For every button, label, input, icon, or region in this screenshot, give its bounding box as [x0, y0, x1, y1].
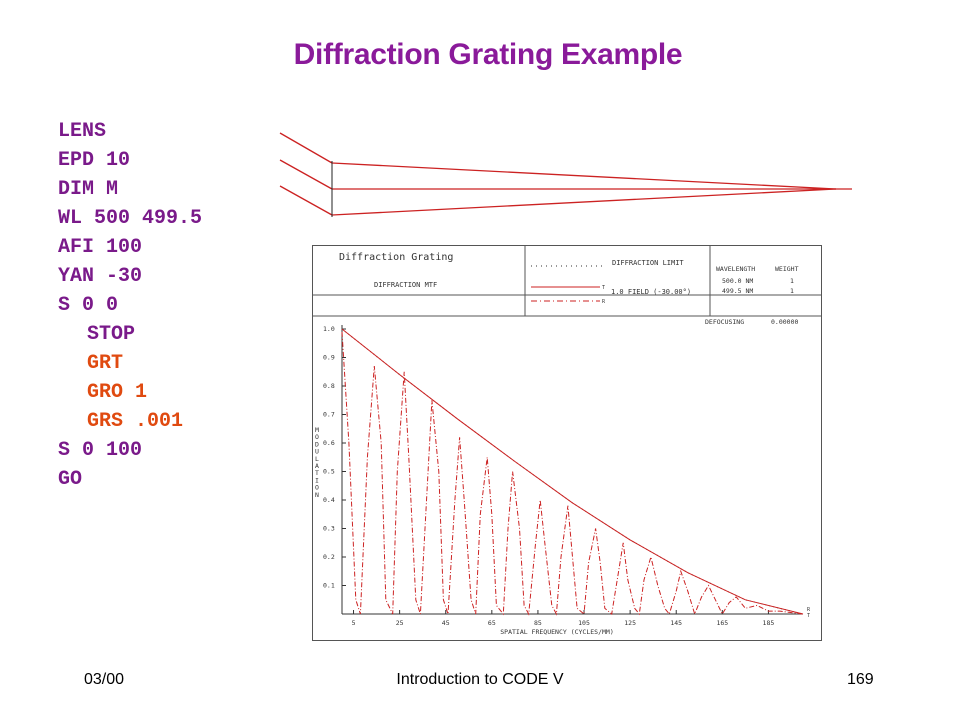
code-line: LENS	[58, 120, 107, 143]
x-tick-label: 105	[578, 619, 590, 627]
mtf-series	[341, 328, 804, 616]
code-line: WL 500 499.5	[58, 207, 203, 230]
y-tick-label: 0.8	[323, 382, 335, 390]
ray-lines	[279, 132, 852, 216]
y-axis-label-char: L	[315, 455, 319, 463]
plot-subtitle: DIFFRACTION MTF	[374, 281, 437, 289]
x-tick-label: 65	[488, 619, 496, 627]
code-line: S 0 100	[58, 439, 143, 462]
y-tick-label: 0.5	[323, 468, 335, 476]
ray-top-outgoing	[331, 162, 837, 190]
y-axis-label-char: O	[315, 433, 319, 441]
y-axis-label-char: A	[315, 462, 319, 470]
defocusing-label: DEFOCUSING	[705, 318, 744, 326]
y-axis-label-char: O	[315, 484, 319, 492]
mtf-plot-frame: Diffraction Grating DIFFRACTION MTF DIFF…	[312, 245, 822, 641]
x-tick-label: 125	[624, 619, 636, 627]
y-axis-label-char: I	[315, 476, 319, 484]
y-axis-label-char: M	[315, 426, 319, 434]
y-tick-label: 0.4	[323, 496, 335, 504]
code-line: STOP	[87, 323, 136, 346]
wavelength-header: WAVELENGTH	[716, 265, 755, 273]
series-solid-line	[341, 328, 804, 615]
x-tick-label: 45	[442, 619, 450, 627]
plot-title: Diffraction Grating	[339, 252, 453, 263]
y-tick-label: 0.3	[323, 525, 335, 533]
ray-top-incoming	[279, 132, 333, 164]
y-tick-label: 0.6	[323, 439, 335, 447]
mtf-axes: 0.1 0.2 0.3 0.4 0.5 0.6 0.7 0.8 0.9 1.0 5 25 45 65 85 1…	[323, 325, 811, 627]
y-axis-label-char: D	[315, 440, 319, 448]
ray-mid-incoming	[279, 159, 333, 190]
weight-2: 1	[790, 287, 794, 295]
ray-bot-outgoing	[331, 188, 837, 216]
footer-date: 03/00	[84, 671, 125, 688]
x-tick-label: 85	[534, 619, 542, 627]
code-line: YAN -30	[58, 265, 143, 288]
weight-header: WEIGHT	[775, 265, 799, 273]
code-line: DIM M	[58, 178, 119, 201]
x-tick-label: 165	[716, 619, 728, 627]
ray-trace-diagram	[279, 132, 852, 217]
x-tick-label: 5	[352, 619, 356, 627]
x-tick-label: 145	[670, 619, 682, 627]
wavelength-1: 500.0 NM	[722, 277, 753, 285]
legend-field: 1.0 FIELD (-30.00°)	[611, 288, 691, 296]
y-tick-label: 0.9	[323, 354, 335, 362]
x-tick-label: 185	[763, 619, 775, 627]
code-listing: LENS EPD 10 DIM M WL 500 499.5 AFI 100 YAN -3…	[58, 117, 202, 494]
series-end-label: T	[807, 613, 810, 619]
wavelength-2: 499.5 NM	[722, 287, 753, 295]
y-axis-label-char: N	[315, 491, 319, 499]
y-tick-label: 0.2	[323, 553, 335, 561]
code-line: AFI 100	[58, 236, 143, 259]
series-dash-dot-line	[341, 331, 804, 616]
legend-r-label: R	[602, 299, 606, 305]
code-line: EPD 10	[58, 149, 131, 172]
code-line: S 0 0	[58, 294, 119, 317]
code-line: GRO 1	[87, 381, 148, 404]
slide-title: Diffraction Grating Example	[293, 38, 683, 71]
y-tick-label: 1.0	[323, 325, 335, 333]
footer-title: Introduction to CODE V	[396, 671, 564, 688]
y-axis-label-char: T	[315, 469, 319, 477]
series-dotted-line	[341, 328, 804, 615]
x-axis-label: SPATIAL FREQUENCY (CYCLES/MM)	[500, 628, 614, 636]
series-end-label: R	[807, 607, 811, 613]
x-tick-label: 25	[396, 619, 404, 627]
code-line: GRS .001	[87, 410, 184, 433]
legend-t-label: T	[602, 285, 605, 291]
page-number: 169	[847, 671, 874, 688]
weight-1: 1	[790, 277, 794, 285]
mtf-plot: Diffraction Grating DIFFRACTION MTF DIFF…	[313, 246, 821, 636]
legend-diffraction-limit: DIFFRACTION LIMIT	[612, 259, 684, 267]
ray-bot-incoming	[279, 185, 333, 216]
y-tick-label: 0.7	[323, 411, 335, 419]
y-tick-label: 0.1	[323, 582, 335, 590]
defocusing-value: 0.00000	[771, 318, 798, 326]
y-axis-label-char: U	[315, 448, 319, 456]
code-line: GRT	[87, 352, 124, 375]
code-line: GO	[58, 468, 83, 491]
